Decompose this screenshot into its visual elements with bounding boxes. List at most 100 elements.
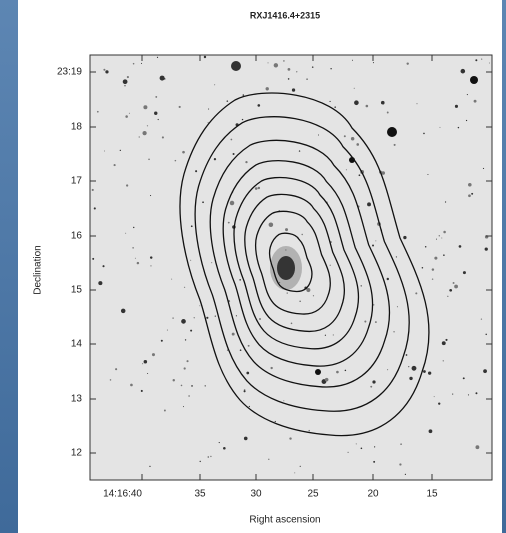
star	[393, 331, 394, 332]
star	[231, 61, 241, 71]
star	[150, 265, 151, 266]
star	[463, 271, 466, 274]
star	[354, 88, 355, 89]
star	[447, 296, 448, 297]
star	[301, 234, 302, 235]
star	[152, 353, 155, 356]
star	[387, 127, 397, 137]
y-tick-label: 13	[71, 394, 83, 405]
star	[443, 360, 444, 361]
star	[186, 360, 188, 362]
y-tick-label: 17	[71, 176, 83, 187]
star	[425, 246, 427, 248]
star	[132, 247, 133, 248]
star	[475, 445, 479, 449]
star	[288, 78, 290, 80]
star	[434, 396, 435, 397]
star	[403, 236, 406, 239]
star	[423, 133, 425, 135]
star	[232, 333, 235, 336]
star	[243, 94, 245, 96]
star	[423, 370, 426, 373]
star	[120, 150, 121, 151]
x-tick-label: 14:16:40	[103, 489, 142, 500]
star	[359, 174, 361, 176]
star	[466, 120, 467, 121]
star	[441, 237, 442, 238]
star	[208, 456, 209, 457]
star	[214, 158, 216, 160]
star	[274, 63, 278, 67]
star	[139, 136, 140, 137]
star	[336, 371, 339, 374]
star	[155, 96, 157, 98]
star	[244, 390, 246, 392]
star	[367, 202, 371, 206]
star	[92, 258, 94, 260]
star	[219, 442, 220, 443]
star	[356, 443, 357, 444]
star	[292, 88, 295, 91]
star	[442, 341, 446, 345]
star	[135, 258, 136, 259]
star	[333, 334, 334, 335]
star	[315, 369, 321, 375]
star	[288, 68, 291, 71]
star	[154, 112, 157, 115]
star	[249, 406, 250, 407]
y-tick-label: 15	[71, 285, 83, 296]
star	[239, 279, 241, 281]
star	[149, 466, 150, 467]
star	[161, 340, 163, 342]
star	[171, 279, 172, 280]
star	[164, 410, 166, 412]
star	[344, 135, 346, 137]
star	[257, 104, 260, 107]
star	[387, 112, 389, 114]
star	[312, 66, 314, 68]
star	[200, 461, 201, 462]
star	[405, 474, 406, 475]
star	[194, 317, 195, 318]
star	[330, 68, 331, 69]
star	[313, 295, 314, 296]
y-tick-label: 18	[71, 122, 83, 133]
star	[98, 281, 102, 285]
star	[325, 378, 329, 382]
x-label: Right ascension	[249, 515, 320, 526]
star	[394, 144, 396, 146]
star	[364, 321, 366, 323]
y-label: Declination	[33, 245, 44, 294]
star	[416, 103, 417, 104]
star	[137, 262, 139, 264]
star	[296, 71, 297, 72]
star	[133, 63, 135, 65]
star	[175, 160, 177, 162]
page: 14:16:40353025201523:1918171615141312 RX…	[0, 0, 506, 533]
star	[142, 131, 146, 135]
star	[345, 370, 347, 372]
star	[130, 384, 133, 387]
star	[354, 100, 359, 105]
star	[105, 70, 108, 73]
star	[97, 111, 99, 113]
star	[483, 369, 487, 373]
star	[246, 372, 249, 375]
star	[147, 125, 148, 126]
star	[191, 385, 193, 387]
star	[329, 101, 330, 102]
star	[184, 287, 185, 288]
star	[387, 369, 388, 370]
star	[248, 345, 250, 347]
star	[330, 265, 331, 266]
star	[361, 447, 363, 449]
y-tick-label: 14	[71, 339, 83, 350]
star	[208, 109, 209, 110]
star	[415, 292, 417, 294]
star	[443, 231, 446, 234]
star	[167, 330, 168, 331]
star	[468, 194, 471, 197]
star	[445, 339, 447, 341]
star	[375, 240, 376, 241]
star	[436, 239, 437, 240]
